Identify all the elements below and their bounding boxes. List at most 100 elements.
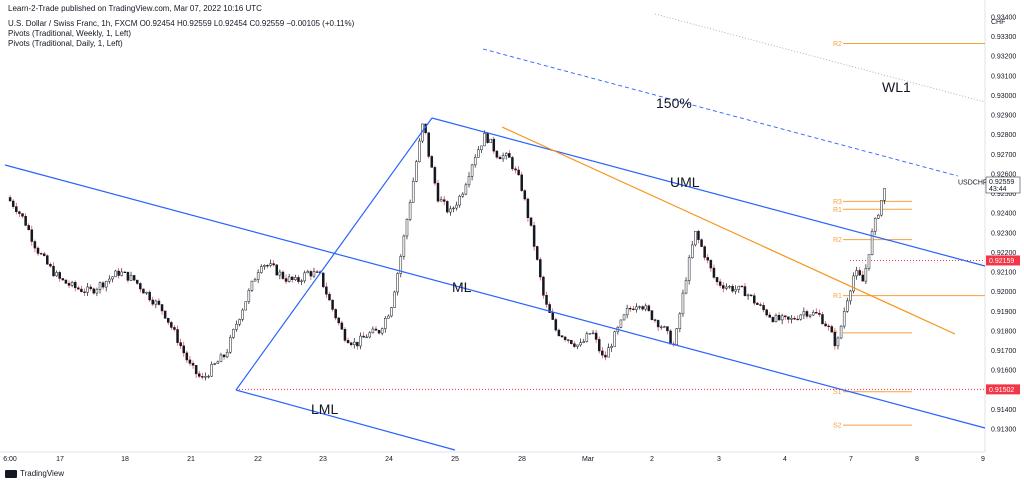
- candle-body: [30, 229, 34, 242]
- candle-body: [27, 225, 30, 231]
- candle-body: [818, 312, 821, 315]
- y-tick-label: 0.91300: [991, 427, 1016, 434]
- candle-body: [501, 155, 505, 160]
- candle-body: [331, 299, 334, 310]
- candle-body: [201, 376, 204, 378]
- candle-body: [883, 188, 886, 201]
- candle-body: [842, 311, 846, 327]
- candle-body: [579, 342, 582, 346]
- candle-body: [281, 271, 285, 279]
- bar-countdown: 43:44: [989, 186, 1007, 193]
- candle-body: [774, 314, 778, 323]
- candle-body: [377, 330, 381, 334]
- candle-body: [36, 247, 40, 254]
- y-tick-label: 0.92400: [991, 211, 1016, 218]
- x-tick-label: 28: [518, 456, 526, 463]
- candle-body: [504, 153, 508, 156]
- label-uml: UML: [670, 174, 700, 190]
- x-tick-label: 2: [650, 456, 654, 463]
- candle-body: [551, 312, 554, 320]
- x-tick-label: 18: [121, 456, 129, 463]
- candle-body: [170, 322, 173, 328]
- candle-body: [430, 156, 434, 168]
- candle-body: [176, 329, 179, 343]
- level-price-box: [986, 384, 1020, 395]
- pitchfork-handle-line[interactable]: [235, 117, 433, 391]
- candle-body: [470, 164, 474, 177]
- candle-body: [89, 286, 92, 290]
- candle-body: [194, 365, 198, 375]
- y-tick-label: 0.93200: [991, 54, 1016, 61]
- drawings[interactable]: [4, 13, 986, 451]
- candle-body: [638, 306, 641, 308]
- candle-body: [873, 218, 877, 232]
- warning-line-150[interactable]: [482, 48, 959, 177]
- candle-body: [232, 329, 235, 338]
- level-price-value: 0.91502: [989, 387, 1014, 394]
- candle-body: [24, 215, 27, 226]
- candle-body: [328, 293, 331, 301]
- pivot-label: R3: [833, 199, 842, 206]
- candle-body: [737, 285, 741, 290]
- x-tick-label: 17: [56, 456, 64, 463]
- candle-body: [334, 309, 337, 319]
- candle-body: [359, 335, 362, 347]
- candle-body: [368, 332, 372, 338]
- pivot-label: S1: [833, 389, 842, 396]
- candle-body: [415, 161, 418, 182]
- candle-body: [489, 138, 492, 143]
- candle-body: [306, 271, 310, 274]
- candle-body: [371, 328, 375, 334]
- candle-body: [55, 272, 58, 277]
- orange-trendline[interactable]: [501, 126, 956, 335]
- candle-body: [712, 267, 716, 278]
- candle-body: [511, 157, 514, 170]
- candle-body: [219, 354, 223, 363]
- candle-body: [644, 305, 647, 310]
- y-tick-label: 0.92500: [991, 191, 1016, 198]
- candle-body: [483, 132, 486, 147]
- candle-body: [597, 339, 601, 352]
- lower-median-line[interactable]: [235, 389, 456, 451]
- candle-body: [207, 375, 210, 378]
- candle-body: [796, 318, 799, 321]
- candle-body: [42, 253, 46, 256]
- symbol-price-tag: USDCHF: [958, 179, 987, 186]
- candle-body: [687, 257, 691, 281]
- candle-body: [405, 219, 409, 237]
- y-tick-label: 0.91700: [991, 348, 1016, 355]
- candle-body: [678, 313, 682, 330]
- candle-body: [833, 331, 837, 347]
- x-tick-label: 21: [187, 456, 195, 463]
- candle-body: [349, 342, 353, 345]
- median-line[interactable]: [4, 164, 986, 429]
- candle-body: [8, 197, 12, 202]
- candle-body: [365, 336, 368, 339]
- candle-body: [114, 270, 117, 278]
- candle-body: [532, 225, 536, 247]
- candle-body: [529, 217, 533, 226]
- candle-body: [95, 289, 99, 294]
- indicator-daily-pivots[interactable]: Pivots (Traditional, Daily, 1, Left): [8, 39, 123, 48]
- time-axis[interactable]: 6:00 17 18 21 22 23 24 25 28 Mar 2 3 4 7 8 9: [3, 456, 985, 463]
- candle-body: [566, 339, 570, 341]
- candle-body: [272, 263, 275, 266]
- footer: TradingView: [5, 469, 64, 478]
- x-tick-label: 25: [451, 456, 459, 463]
- y-tick-label: 0.92900: [991, 113, 1016, 120]
- candle-body: [449, 208, 452, 213]
- candle-body: [396, 273, 399, 293]
- candle-body: [384, 318, 387, 329]
- candle-body: [467, 176, 471, 186]
- price-axis[interactable]: 0.913000.914000.915000.916000.917000.918…: [991, 15, 1016, 434]
- candle-body: [461, 193, 465, 197]
- candle-body: [256, 272, 260, 280]
- indicator-weekly-pivots[interactable]: Pivots (Traditional, Weekly, 1, Left): [8, 29, 132, 38]
- candle-body: [554, 319, 558, 331]
- candle-body: [647, 305, 651, 311]
- candle-body: [148, 291, 151, 301]
- candle-body: [802, 311, 806, 316]
- candle-body: [780, 315, 784, 321]
- upper-median-line[interactable]: [431, 117, 986, 267]
